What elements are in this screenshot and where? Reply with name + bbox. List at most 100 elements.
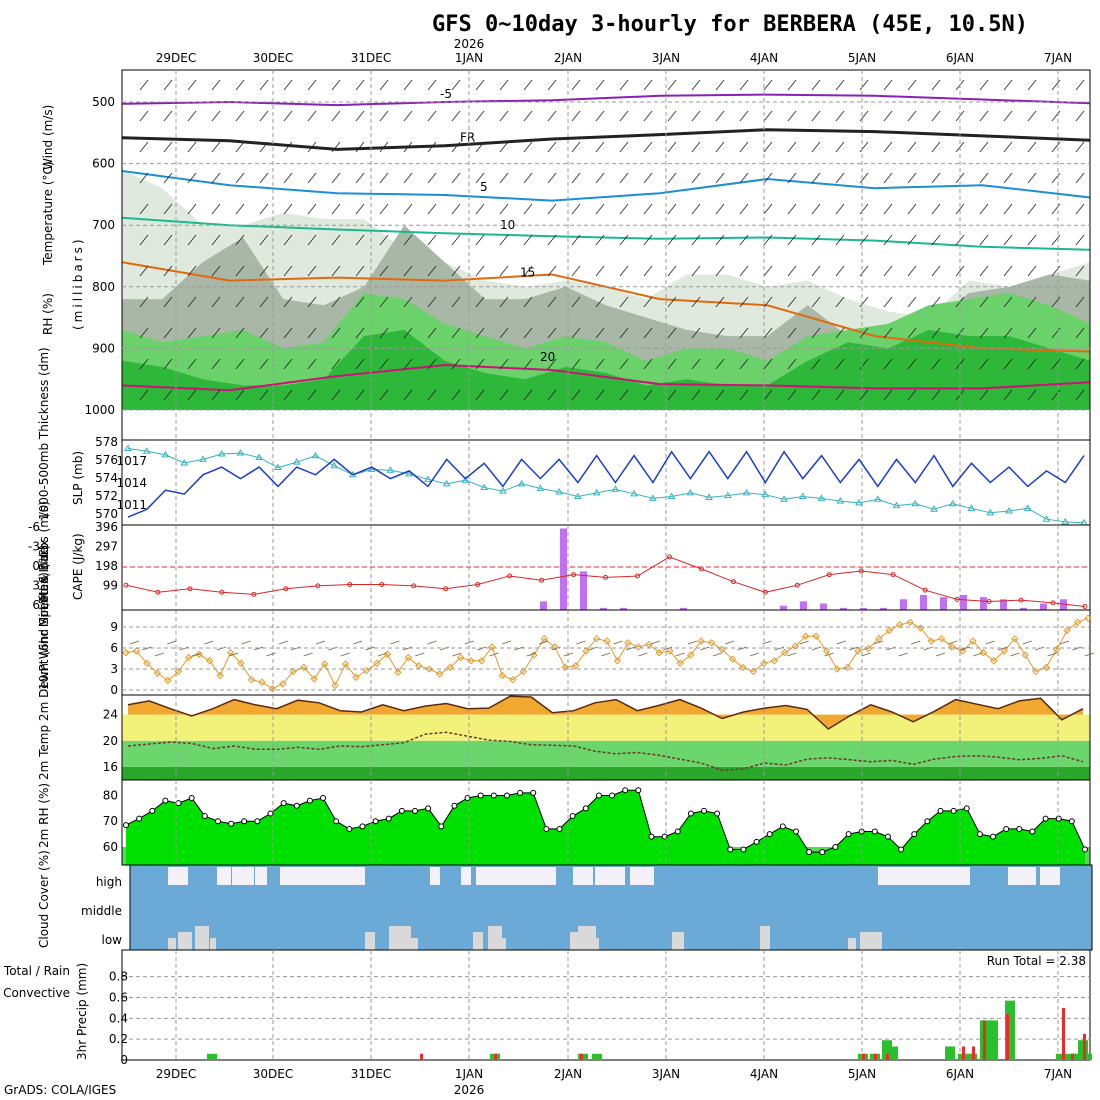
cape-bar — [540, 601, 547, 610]
wind-barb — [235, 389, 245, 401]
wind-barb — [1027, 79, 1037, 91]
axis-title-pressure: (millibars) — [71, 236, 85, 330]
wind-barb — [475, 203, 485, 215]
thickness-point — [911, 499, 920, 507]
y-tick-precip: 0.2 — [109, 1032, 128, 1046]
wind-speed-point — [540, 634, 548, 643]
wind-barb — [883, 203, 893, 215]
wind-barb — [427, 110, 437, 122]
isotherm-10 — [121, 216, 1091, 251]
wind-barb — [307, 327, 317, 339]
wind-barb — [475, 79, 485, 91]
y-tick-thickness: 578 — [95, 435, 118, 449]
wind-barb — [355, 327, 365, 339]
wind-barb — [1075, 389, 1085, 401]
y-tick-precip: 0.6 — [109, 991, 128, 1005]
thickness-point — [142, 447, 151, 454]
wind-barb — [523, 234, 533, 246]
wind-barb — [571, 172, 581, 184]
wind-speed-point — [164, 676, 172, 685]
isotherm-label: 20 — [540, 350, 555, 364]
cape-bar — [840, 607, 847, 610]
rh-point — [740, 846, 747, 853]
band-16 — [122, 766, 1090, 780]
y-tick-thickness: 570 — [95, 507, 118, 521]
li-point — [666, 554, 672, 560]
y-tick-li: 3 — [32, 579, 40, 593]
wind-speed-point — [258, 678, 266, 686]
axis-title-temp: 2m Temp 2m DewPt (6hr Min/Max) (°C) — [37, 545, 51, 780]
thickness-point — [930, 505, 938, 512]
li-point — [1082, 603, 1088, 609]
wind-barb — [859, 327, 869, 339]
wind-barb — [979, 265, 989, 277]
wind10m-barb — [489, 652, 499, 657]
wind-barb — [715, 172, 725, 184]
wind-barb — [475, 110, 485, 122]
wind-barb — [187, 79, 197, 91]
wind-barb — [475, 172, 485, 184]
wind-barb — [187, 265, 197, 277]
wind-barb — [1051, 172, 1061, 184]
wind-speed-point — [394, 668, 402, 677]
wind-barb — [787, 203, 797, 215]
wind-barb — [835, 203, 845, 215]
wind-barb — [1003, 110, 1013, 122]
wind10m-barb — [204, 640, 214, 645]
wind-barb — [307, 203, 317, 215]
wind-barb — [1075, 79, 1085, 91]
temp-line — [127, 695, 1084, 730]
wind-speed-point — [906, 618, 914, 627]
y-tick-thickness: 576 — [95, 453, 118, 467]
thickness-point — [630, 489, 639, 497]
cloud-high-block — [430, 867, 440, 885]
wind-barb — [739, 389, 749, 401]
wind10m-barb — [353, 640, 363, 645]
wind-barb — [1027, 265, 1037, 277]
wind-barb — [355, 141, 365, 153]
wind10m-barb — [1047, 652, 1057, 657]
wind-speed-point — [132, 647, 141, 655]
wind-barb — [523, 265, 533, 277]
wind10m-barb — [799, 640, 809, 645]
wind-speed-point — [885, 626, 894, 635]
wind-barb — [331, 234, 341, 246]
wind-barb — [331, 79, 341, 91]
wind-speed-point — [435, 670, 444, 678]
li-point — [730, 579, 736, 585]
wind-barb — [451, 141, 461, 153]
date-top: 3JAN — [652, 51, 680, 65]
date-bottom: 3JAN — [652, 1067, 680, 1081]
thickness-point — [405, 469, 414, 477]
wind-barb — [787, 327, 797, 339]
wind-barb — [451, 389, 461, 401]
rh-point — [674, 828, 681, 835]
rh-point — [254, 818, 261, 825]
wind-barb — [355, 234, 365, 246]
wind-speed-point — [603, 637, 611, 645]
wind-barb — [427, 296, 437, 308]
wind-barb — [931, 110, 941, 122]
wind-barb — [643, 234, 653, 246]
rh-point — [123, 822, 129, 829]
wind-barb — [787, 79, 797, 91]
dewpt-line — [127, 731, 1084, 771]
wind-barb — [619, 296, 629, 308]
wind-barb — [211, 389, 221, 401]
wind-barb — [283, 79, 293, 91]
wind-barb — [571, 79, 581, 91]
wind-barb — [1051, 358, 1061, 370]
wind-barb — [235, 141, 245, 153]
rh-point — [385, 815, 392, 822]
wind-barb — [331, 327, 341, 339]
wind-barb — [739, 327, 749, 339]
wind-speed-point — [216, 671, 224, 680]
wind10m-barb — [638, 652, 648, 657]
precip-total-bar — [592, 1053, 602, 1060]
rh-point — [779, 823, 786, 830]
wind10m-barb — [377, 652, 388, 657]
wind-barb — [163, 358, 173, 370]
rh-point — [280, 800, 287, 807]
rh-point — [477, 792, 484, 799]
wind-barb — [907, 265, 917, 277]
